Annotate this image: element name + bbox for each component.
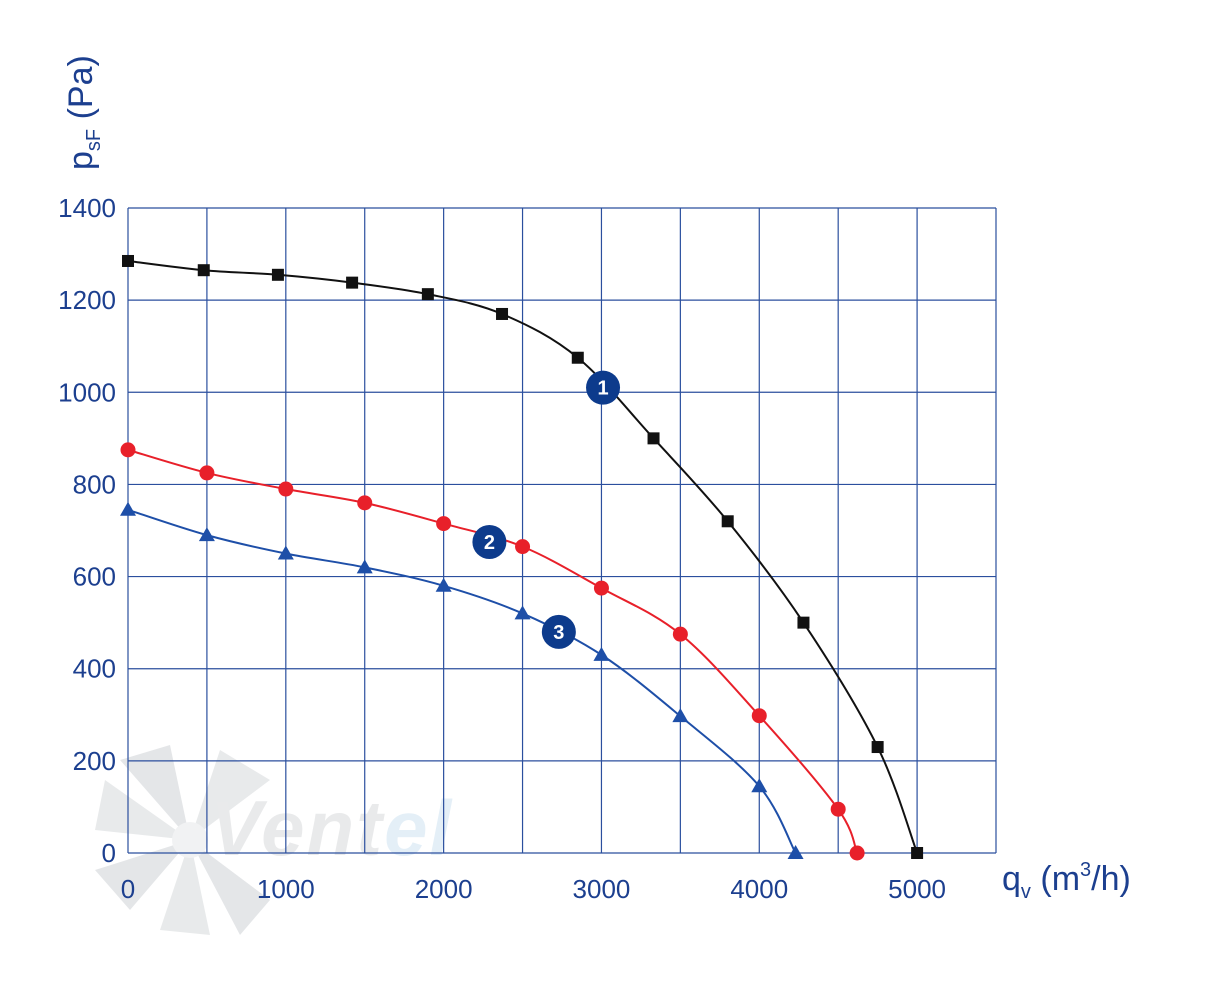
badge-label: 1	[597, 378, 608, 400]
x-tick-label: 2000	[415, 874, 473, 904]
data-point-triangle	[198, 527, 215, 542]
grid	[127, 207, 997, 854]
data-point-triangle	[120, 501, 136, 516]
data-point-square	[421, 288, 434, 301]
y-tick-label: 1400	[58, 193, 116, 223]
y-tick-label: 200	[73, 746, 116, 776]
series-2	[120, 442, 865, 861]
data-point-circle	[199, 465, 215, 481]
data-point-square	[911, 847, 924, 859]
watermark: Ventel	[95, 745, 453, 935]
y-tick-label: 0	[102, 838, 116, 868]
data-point-square	[721, 515, 734, 528]
data-point-square	[271, 268, 284, 281]
data-point-circle	[436, 516, 452, 532]
y-axis-title: psF (Pa)	[62, 55, 105, 170]
series-layer	[120, 254, 924, 861]
data-point-circle	[672, 626, 688, 642]
y-tick-label: 600	[73, 562, 116, 592]
data-point-triangle	[514, 605, 531, 620]
y-tick-label: 400	[73, 654, 116, 684]
data-point-circle	[278, 481, 294, 497]
badge-circle	[541, 614, 576, 649]
data-point-triangle	[593, 646, 610, 661]
series-1	[122, 254, 924, 859]
badge-label: 2	[484, 532, 495, 554]
badge-label: 3	[553, 622, 564, 644]
y-tick-label: 1000	[58, 377, 116, 407]
data-point-circle	[751, 708, 767, 724]
watermark-text: Ventel	[210, 784, 453, 872]
series-3-line	[127, 508, 797, 854]
data-point-triangle	[356, 559, 373, 574]
data-point-circle	[593, 580, 609, 596]
data-point-triangle	[672, 708, 689, 723]
data-point-square	[797, 616, 810, 629]
x-tick-label: 1000	[257, 874, 315, 904]
x-axis-title: qv (m3/h)	[1002, 859, 1131, 903]
data-point-square	[346, 276, 359, 289]
data-point-triangle	[751, 778, 768, 793]
data-point-triangle	[435, 577, 452, 592]
series-3-badge: 3	[541, 614, 576, 649]
data-point-circle	[515, 539, 531, 555]
data-point-square	[647, 432, 660, 445]
x-tick-label: 5000	[888, 874, 946, 904]
data-point-circle	[830, 801, 846, 817]
x-tick-label: 3000	[573, 874, 631, 904]
data-point-triangle	[277, 545, 294, 560]
badge-circle	[472, 525, 507, 560]
data-point-circle	[357, 495, 373, 511]
data-point-square	[571, 351, 584, 364]
badge-circle	[586, 370, 621, 405]
series-badges: 1 2 3	[472, 370, 621, 649]
fan-logo-icon	[95, 745, 270, 935]
data-point-circle	[849, 845, 865, 861]
tick-labels: 0 200 400 600 800 1000 1200 1400 0 1000 2000 3000 40…	[58, 193, 946, 904]
y-tick-label: 800	[73, 469, 116, 499]
series-2-badge: 2	[472, 525, 507, 560]
series-3	[120, 501, 804, 859]
x-tick-label: 4000	[730, 874, 788, 904]
data-point-circle	[120, 442, 136, 458]
y-tick-label: 1200	[58, 285, 116, 315]
data-point-square	[122, 254, 134, 267]
x-tick-label: 0	[121, 874, 135, 904]
data-point-triangle	[787, 845, 804, 859]
data-point-square	[197, 264, 210, 277]
series-1-badge: 1	[586, 370, 621, 405]
data-point-square	[496, 307, 509, 320]
data-point-square	[871, 741, 884, 754]
